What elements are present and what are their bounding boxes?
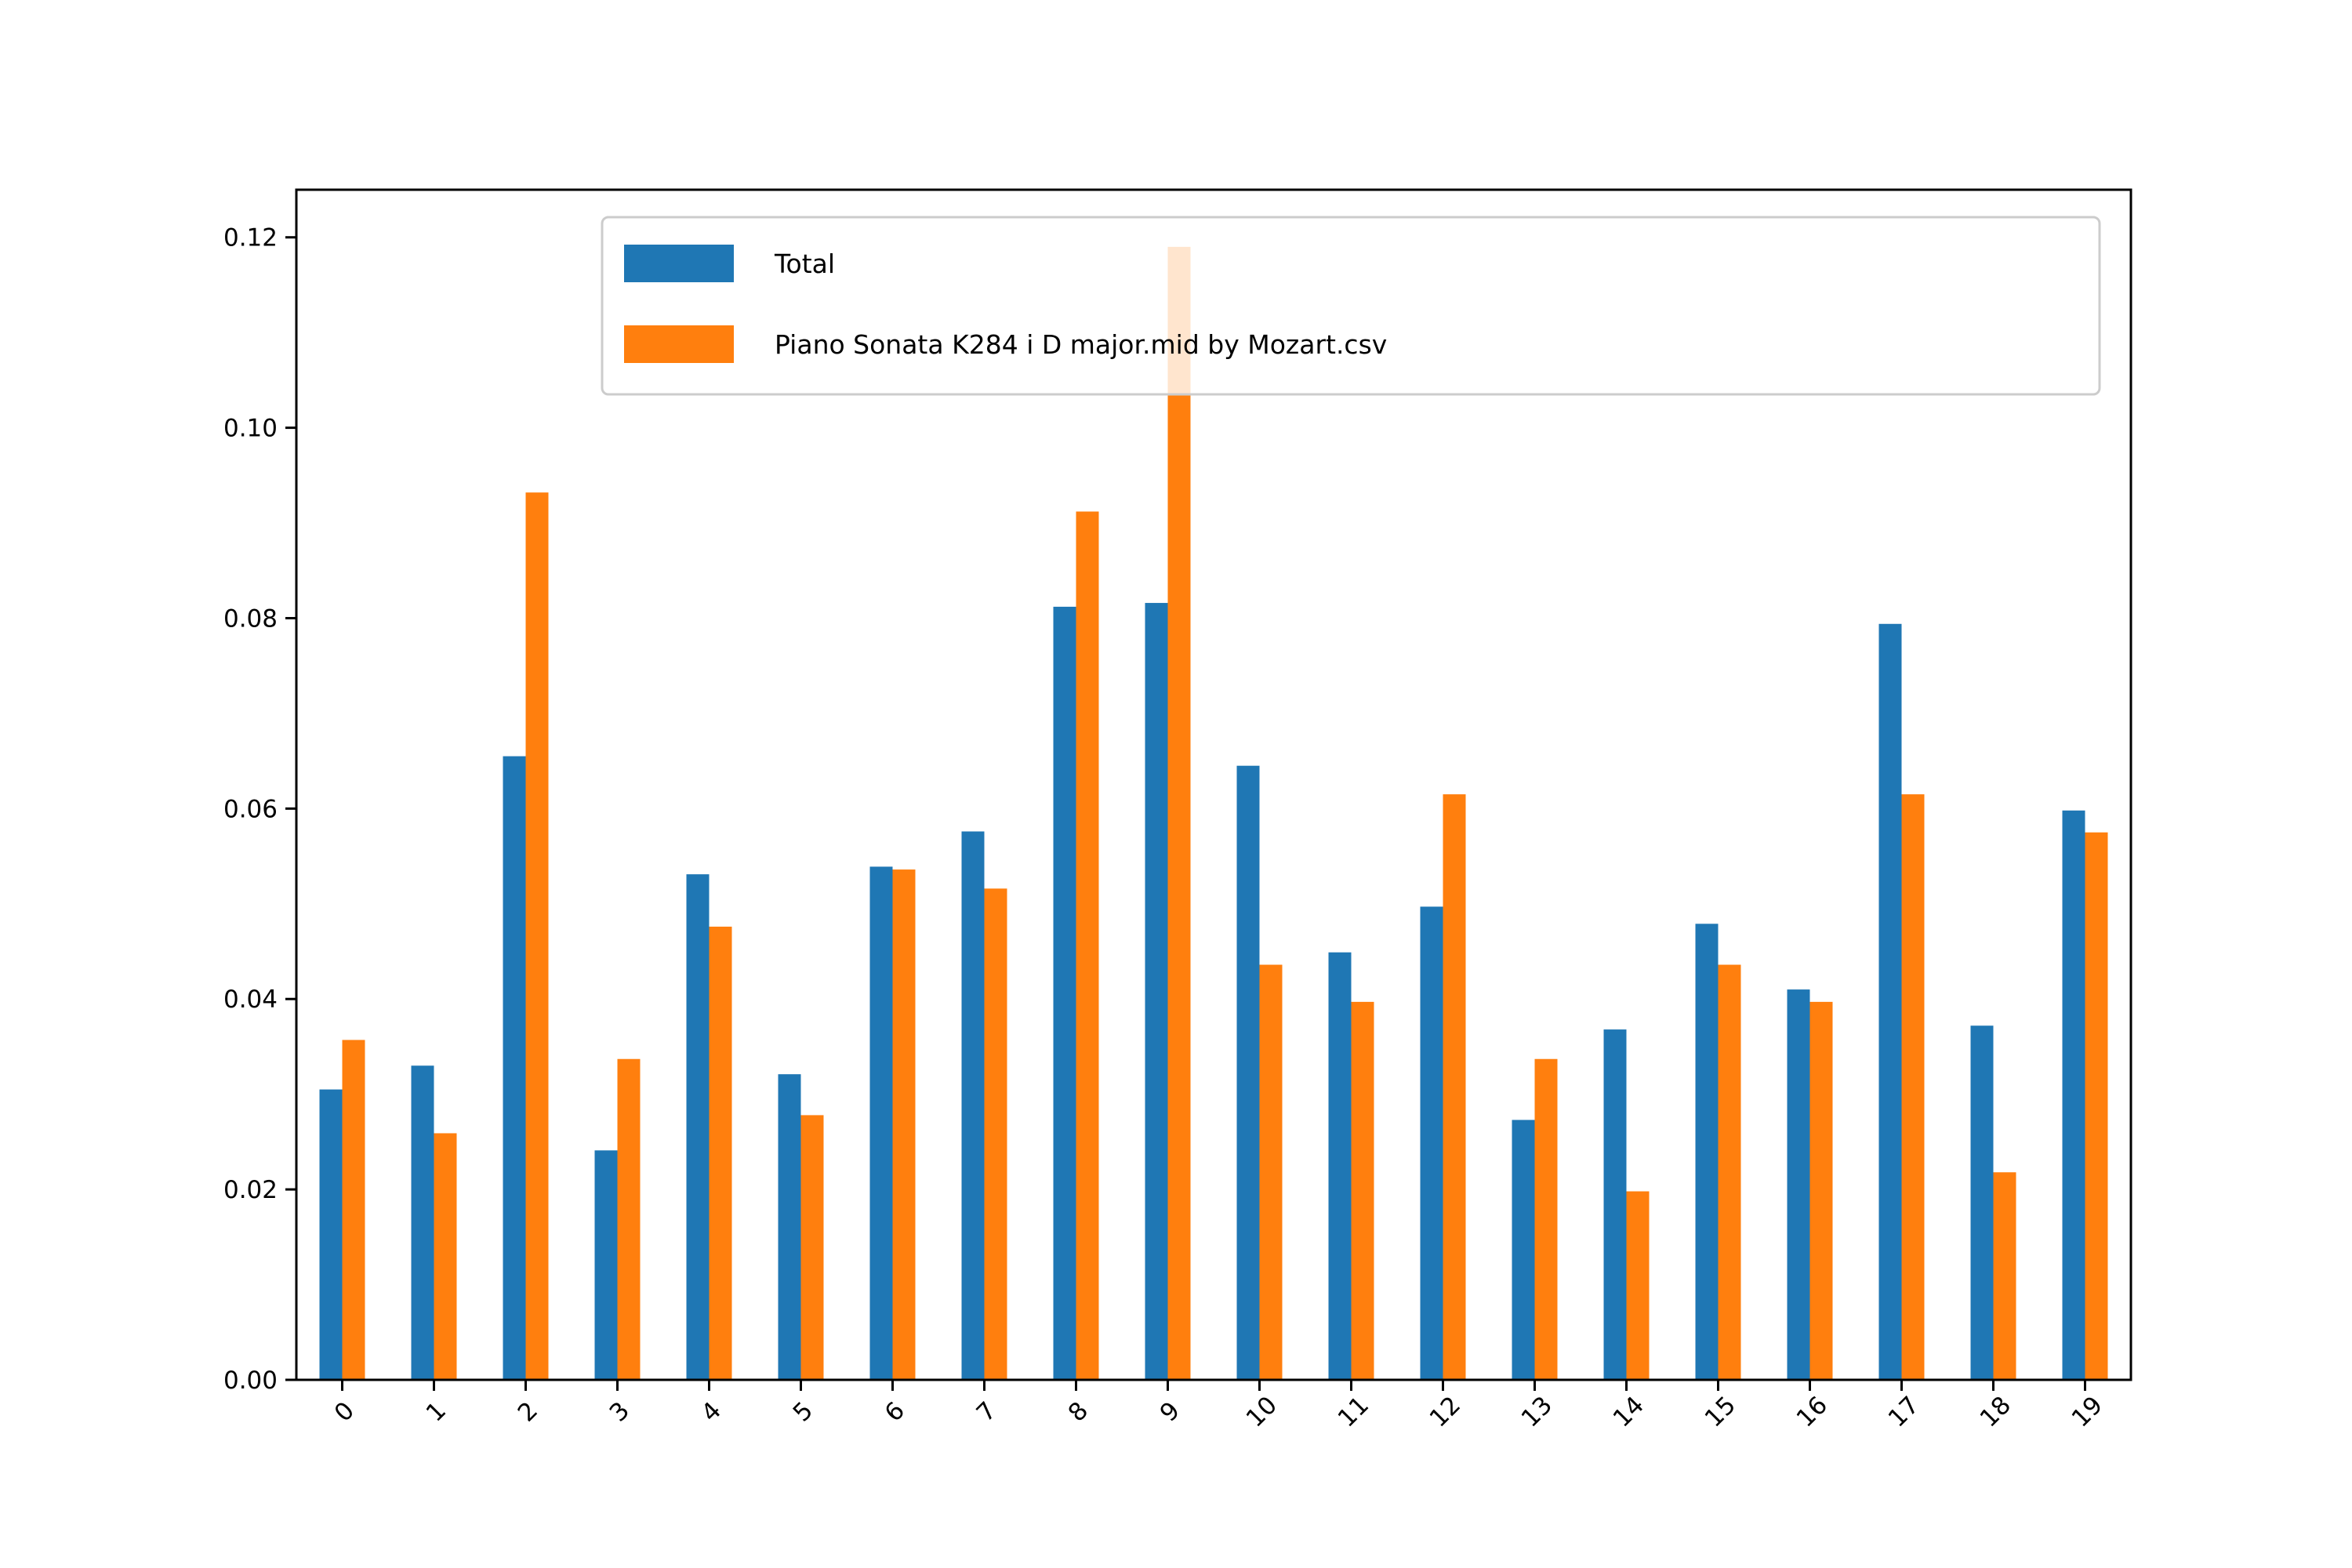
bar-piano-sonata-19	[2085, 832, 2108, 1380]
y-axis: 0.00 0.02 0.04 0.06 0.08 0.10 0.12	[223, 224, 296, 1395]
bar-total-14	[1603, 1029, 1627, 1380]
bar-total-19	[2062, 810, 2085, 1380]
y-tick-label: 0.06	[223, 795, 278, 823]
bar-total-6	[869, 866, 893, 1380]
bars-group	[319, 246, 2108, 1381]
y-tick-label: 0.04	[223, 985, 278, 1014]
bar-piano-sonata-0	[342, 1040, 365, 1380]
bar-piano-sonata-6	[892, 869, 916, 1380]
y-tick-label: 0.10	[223, 415, 278, 443]
bar-piano-sonata-14	[1626, 1191, 1650, 1380]
bar-piano-sonata-2	[525, 492, 549, 1381]
bar-piano-sonata-17	[1901, 794, 1925, 1380]
bar-total-0	[319, 1089, 343, 1380]
legend: Total Piano Sonata K284 i D major.mid by …	[601, 216, 2101, 396]
bar-piano-sonata-9	[1167, 246, 1191, 1380]
bar-piano-sonata-11	[1351, 1001, 1374, 1380]
bar-piano-sonata-13	[1534, 1058, 1558, 1380]
bar-total-16	[1787, 989, 1810, 1380]
bar-piano-sonata-1	[434, 1133, 457, 1380]
bar-total-3	[594, 1150, 618, 1380]
bar-total-11	[1328, 952, 1352, 1380]
bar-total-18	[1970, 1025, 1994, 1380]
legend-swatch-piano-sonata	[624, 325, 734, 363]
legend-label-total: Total	[774, 249, 835, 279]
bar-piano-sonata-4	[709, 926, 732, 1380]
bar-total-5	[778, 1074, 801, 1380]
bar-piano-sonata-5	[800, 1115, 824, 1380]
legend-label-piano-sonata: Piano Sonata K284 i D major.mid by Mozar…	[775, 329, 1387, 360]
y-tick-label: 0.02	[223, 1176, 278, 1204]
y-tick-label: 0.12	[223, 224, 278, 252]
bar-piano-sonata-7	[984, 888, 1007, 1380]
bar-total-13	[1512, 1120, 1535, 1380]
bar-piano-sonata-8	[1076, 511, 1099, 1380]
bar-piano-sonata-3	[617, 1058, 641, 1380]
bar-total-2	[503, 756, 526, 1380]
bar-total-9	[1145, 603, 1168, 1380]
legend-swatch-total	[624, 245, 734, 282]
bar-total-8	[1053, 606, 1076, 1380]
bar-piano-sonata-12	[1443, 794, 1466, 1380]
bar-piano-sonata-18	[1993, 1172, 2016, 1380]
bar-total-15	[1695, 924, 1719, 1380]
y-tick-label: 0.08	[223, 604, 278, 633]
legend-box	[601, 216, 2101, 396]
bar-total-7	[961, 831, 985, 1380]
bar-total-1	[411, 1065, 434, 1380]
bar-total-17	[1878, 623, 1902, 1380]
bar-piano-sonata-15	[1718, 964, 1741, 1380]
bar-piano-sonata-16	[1809, 1001, 1833, 1380]
bar-piano-sonata-10	[1259, 964, 1283, 1380]
bar-total-12	[1420, 906, 1443, 1380]
y-tick-label: 0.00	[223, 1367, 278, 1395]
plot-frame	[295, 188, 2132, 1381]
bar-total-10	[1236, 765, 1260, 1380]
bar-total-4	[686, 874, 710, 1380]
